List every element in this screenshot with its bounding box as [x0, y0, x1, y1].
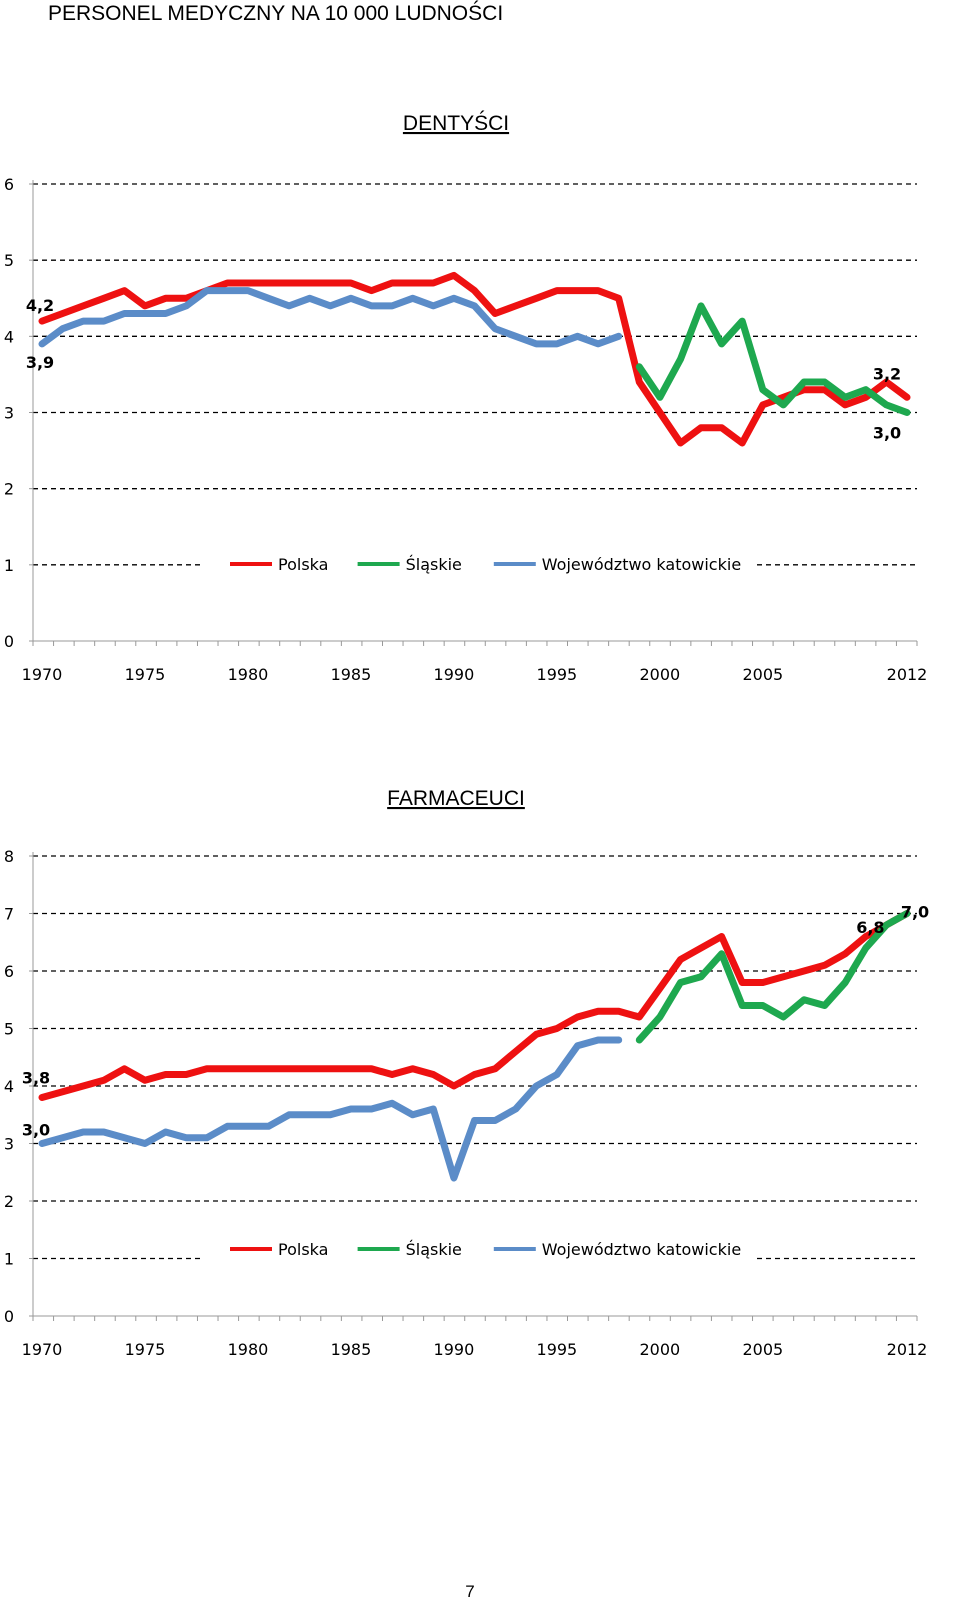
y-tick-label: 3	[4, 1135, 14, 1154]
data-label: 3,2	[873, 364, 901, 383]
x-tick-label: 1970	[22, 1340, 63, 1359]
series-line-wojewodztwo-katowickie	[38, 287, 623, 348]
series-line-polska	[38, 271, 911, 447]
data-label: 4,2	[26, 296, 54, 315]
y-tick-label: 2	[4, 1192, 14, 1211]
y-tick-label: 0	[4, 1307, 14, 1326]
series-line-wojewodztwo-katowickie	[38, 1036, 623, 1182]
y-tick-label: 2	[4, 480, 14, 499]
x-tick-label: 1975	[125, 1340, 166, 1359]
series-line-polska	[38, 910, 911, 1101]
data-label: 3,8	[22, 1069, 50, 1088]
data-label: 3,9	[26, 353, 54, 372]
data-label: 3,0	[873, 424, 901, 443]
series-line-slaskie	[635, 910, 911, 1044]
x-tick-label: 2005	[742, 1340, 783, 1359]
series-line-slaskie	[635, 302, 911, 416]
x-tick-label: 2012	[887, 1340, 928, 1359]
x-tick-label: 1980	[228, 665, 269, 684]
legend-label-slaskie: Śląskie	[406, 1240, 462, 1259]
data-label: 6,8	[856, 918, 884, 937]
x-tick-label: 2005	[742, 665, 783, 684]
x-tick-label: 2000	[639, 1340, 680, 1359]
x-tick-label: 1985	[331, 665, 372, 684]
y-tick-label: 7	[4, 905, 14, 924]
x-tick-label: 1995	[537, 1340, 578, 1359]
x-tick-label: 1990	[434, 1340, 475, 1359]
page-title: PERSONEL MEDYCZNY NA 10 000 LUDNOŚCI	[48, 2, 504, 25]
y-tick-label: 4	[4, 327, 14, 346]
y-tick-label: 1	[4, 556, 14, 575]
chart-title: DENTYŚCI	[403, 111, 509, 135]
legend-label-polska: Polska	[278, 1240, 328, 1259]
data-label: 7,0	[901, 903, 929, 922]
x-tick-label: 2012	[887, 665, 928, 684]
legend: Polska Śląskie Województwo katowickie	[230, 555, 741, 574]
x-tick-label: 1975	[125, 665, 166, 684]
legend-label-wojewodztwo-katowickie: Województwo katowickie	[542, 555, 741, 574]
legend-label-polska: Polska	[278, 555, 328, 574]
y-tick-label: 6	[4, 962, 14, 981]
x-tick-label: 1970	[22, 665, 63, 684]
legend-label-wojewodztwo-katowickie: Województwo katowickie	[542, 1240, 741, 1259]
legend-label-slaskie: Śląskie	[406, 555, 462, 574]
x-tick-label: 1990	[434, 665, 475, 684]
y-tick-label: 0	[4, 632, 14, 651]
y-tick-label: 5	[4, 1020, 14, 1039]
y-tick-label: 6	[4, 175, 14, 194]
y-tick-label: 3	[4, 404, 14, 423]
y-tick-label: 4	[4, 1077, 14, 1096]
legend: Polska Śląskie Województwo katowickie	[230, 1240, 741, 1259]
page-number: 7	[465, 1582, 475, 1601]
data-label: 3,0	[22, 1121, 50, 1140]
x-tick-label: 1995	[537, 665, 578, 684]
x-tick-label: 2000	[639, 665, 680, 684]
chart-dentysci: DENTYŚCI Polska Śląskie Województwo katowic…	[4, 111, 928, 684]
chart-farmaceuci: FARMACEUCI Polska Śląskie Województwo katow…	[4, 787, 929, 1359]
x-tick-label: 1980	[228, 1340, 269, 1359]
y-tick-label: 1	[4, 1250, 14, 1269]
chart-title: FARMACEUCI	[387, 787, 525, 810]
x-tick-label: 1985	[331, 1340, 372, 1359]
y-tick-label: 5	[4, 251, 14, 270]
y-tick-label: 8	[4, 847, 14, 866]
